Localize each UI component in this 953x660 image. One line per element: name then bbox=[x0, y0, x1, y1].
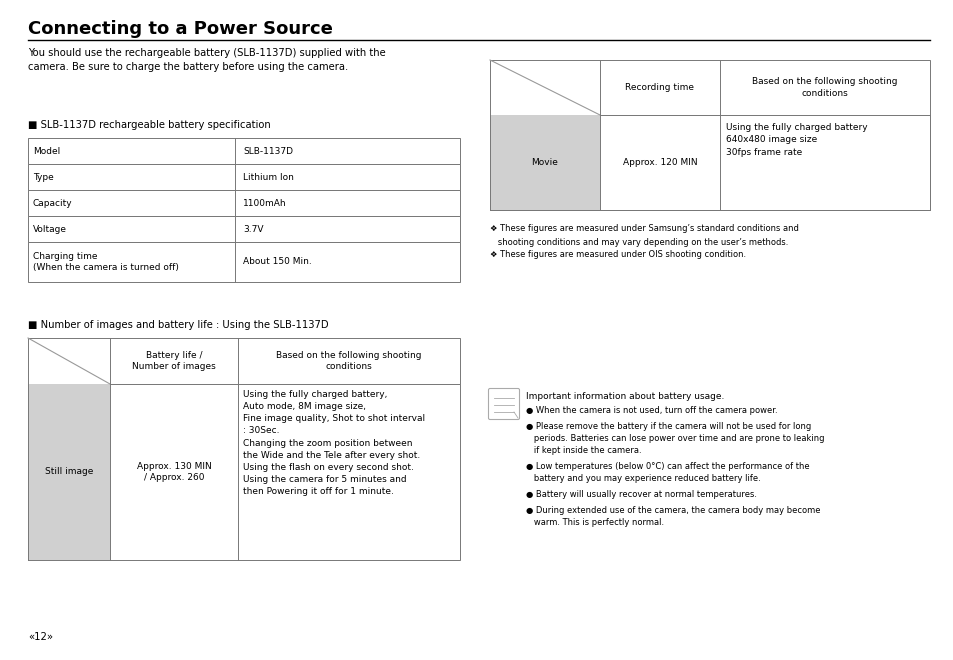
Bar bbox=[28, 384, 459, 560]
Bar bbox=[28, 338, 459, 384]
Bar bbox=[28, 216, 459, 242]
Text: ● During extended use of the camera, the camera body may become
   warm. This is: ● During extended use of the camera, the… bbox=[525, 506, 820, 527]
Text: ● Battery will usually recover at normal temperatures.: ● Battery will usually recover at normal… bbox=[525, 490, 757, 499]
Text: Approx. 120 MIN: Approx. 120 MIN bbox=[622, 158, 697, 167]
Text: Type: Type bbox=[33, 172, 53, 182]
Text: Movie: Movie bbox=[531, 158, 558, 167]
Text: About 150 Min.: About 150 Min. bbox=[243, 257, 312, 267]
Text: Important information about battery usage.: Important information about battery usag… bbox=[525, 392, 723, 401]
Bar bbox=[490, 60, 929, 115]
Text: Based on the following shooting
conditions: Based on the following shooting conditio… bbox=[752, 77, 897, 98]
Bar bbox=[490, 115, 929, 210]
Text: Recording time: Recording time bbox=[625, 83, 694, 92]
Text: 1100mAh: 1100mAh bbox=[243, 199, 286, 207]
Text: Voltage: Voltage bbox=[33, 224, 67, 234]
Text: ● Please remove the battery if the camera will not be used for long
   periods. : ● Please remove the battery if the camer… bbox=[525, 422, 823, 455]
Text: Battery life /
Number of images: Battery life / Number of images bbox=[132, 350, 215, 372]
Text: shooting conditions and may vary depending on the user’s methods.: shooting conditions and may vary dependi… bbox=[490, 238, 787, 247]
Bar bbox=[28, 242, 459, 282]
Text: Using the fully charged battery
640x480 image size
30fps frame rate: Using the fully charged battery 640x480 … bbox=[725, 123, 866, 157]
Text: Using the fully charged battery,
Auto mode, 8M image size,
Fine image quality, S: Using the fully charged battery, Auto mo… bbox=[243, 390, 425, 496]
Text: 3.7V: 3.7V bbox=[243, 224, 263, 234]
Text: Approx. 130 MIN
/ Approx. 260: Approx. 130 MIN / Approx. 260 bbox=[136, 461, 212, 482]
Text: ● When the camera is not used, turn off the camera power.: ● When the camera is not used, turn off … bbox=[525, 406, 777, 415]
Text: Based on the following shooting
conditions: Based on the following shooting conditio… bbox=[276, 350, 421, 372]
Text: Lithium Ion: Lithium Ion bbox=[243, 172, 294, 182]
Text: SLB-1137D: SLB-1137D bbox=[243, 147, 293, 156]
Text: ❖ These figures are measured under OIS shooting condition.: ❖ These figures are measured under OIS s… bbox=[490, 250, 745, 259]
FancyBboxPatch shape bbox=[488, 389, 519, 420]
Text: ● Low temperatures (below 0°C) can affect the performance of the
   battery and : ● Low temperatures (below 0°C) can affec… bbox=[525, 462, 809, 483]
Text: Model: Model bbox=[33, 147, 60, 156]
Text: ■ Number of images and battery life : Using the SLB-1137D: ■ Number of images and battery life : Us… bbox=[28, 320, 328, 330]
Text: Still image: Still image bbox=[45, 467, 93, 477]
Text: Charging time
(When the camera is turned off): Charging time (When the camera is turned… bbox=[33, 252, 179, 272]
Bar bbox=[490, 115, 599, 210]
Text: Capacity: Capacity bbox=[33, 199, 72, 207]
Bar bbox=[28, 164, 459, 190]
Text: ❖ These figures are measured under Samsung’s standard conditions and: ❖ These figures are measured under Samsu… bbox=[490, 224, 798, 233]
Text: Connecting to a Power Source: Connecting to a Power Source bbox=[28, 20, 333, 38]
Bar bbox=[28, 190, 459, 216]
Text: ■ SLB-1137D rechargeable battery specification: ■ SLB-1137D rechargeable battery specifi… bbox=[28, 120, 271, 130]
Bar bbox=[28, 138, 459, 164]
Text: «12»: «12» bbox=[28, 632, 53, 642]
Text: You should use the rechargeable battery (SLB-1137D) supplied with the
camera. Be: You should use the rechargeable battery … bbox=[28, 48, 385, 72]
Bar bbox=[28, 384, 110, 560]
